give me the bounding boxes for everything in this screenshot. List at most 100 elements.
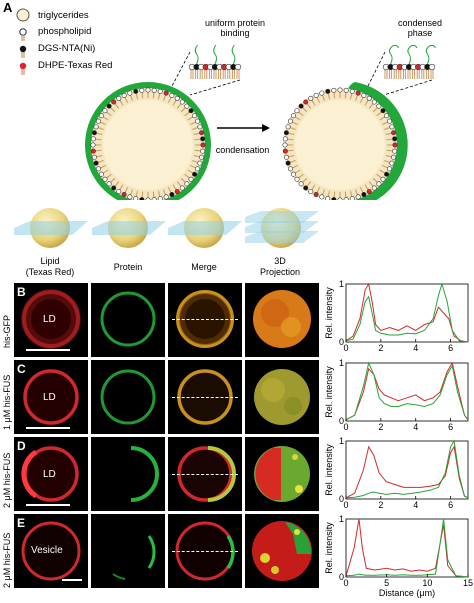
x-tick-label: 4 [413,500,418,510]
lipid-head [313,192,319,198]
line-profile-chart: 0 2 4 6 0 1 Rel. intensity [324,358,469,432]
lipid-head [184,181,190,187]
caption-line: uniform protein [204,18,266,28]
lipid-head [163,90,169,96]
col-header-lipid: Lipid (Texas Red) [14,256,86,278]
lipid-head [133,196,139,200]
x-axis-label: Distance (μm) [379,588,435,598]
lipid-head [392,136,398,142]
lipid-head [102,176,108,182]
imaging-plane-schematic [14,208,319,248]
series-line [345,282,469,343]
line-profile-marker [172,551,238,552]
row-letter-e: E [17,516,26,530]
y-tick-label: 0 [339,337,344,347]
lipid-head [298,181,304,187]
dhpe-texas-red-icon [19,62,27,75]
lipid-head [145,197,151,200]
lipid-head [179,185,185,191]
left-inset [171,44,242,96]
lipid-head [192,171,198,177]
plot-frame [345,362,469,422]
caption-line: binding [220,28,250,38]
series-line [345,518,469,578]
lipid-head [111,99,117,105]
lipid-head [380,108,386,114]
legend-label: phospholipid [38,26,92,37]
uniform-binding-caption: uniform protein binding [185,18,285,38]
image-b-lipid: B LD [14,283,88,357]
condensation-arrow [217,124,270,132]
lipid-head [200,148,206,154]
triglyceride-core [295,100,385,190]
lipid-head [384,113,390,119]
x-tick-label: 4 [413,422,418,432]
lipid-head [93,160,99,166]
lipid-head [93,124,99,130]
lipid-head [151,87,157,93]
lipid-head [392,148,398,154]
y-tick-label: 0 [339,416,344,426]
y-tick-label: 1 [339,436,344,446]
lipid-head [376,181,382,187]
lipid-heads [282,87,398,200]
right-inset [367,44,436,96]
caption-line: phase [407,28,433,38]
lipid-head [376,103,382,109]
lipid-head [387,166,393,172]
lipid-head [95,118,101,124]
image-c-lipid: C LD [14,360,88,434]
lipid-head [290,113,296,119]
left-droplet-diagram [85,82,211,200]
lipid-head [95,166,101,172]
lipid-head [90,142,96,148]
image-e-lipid: E Vesicle [14,514,88,588]
lipid-head [355,90,361,96]
lipid-head [200,142,206,148]
line-profile-chart: 0 5 10 15 0 1 Rel. intensity Distance (μm) [324,514,473,598]
lipid-head [380,176,386,182]
lipid-head [337,87,343,93]
lipid-head [121,92,127,98]
sphere-lipid [14,208,88,248]
caption-line: condensed [397,18,443,28]
ld-label: LD [43,314,56,325]
x-tick-label: 6 [448,422,453,432]
lipid-head [391,130,397,136]
sphere-protein [92,208,166,248]
image-b-merge [168,283,242,357]
lipid-head [319,90,325,96]
lipid-head [151,197,157,200]
lipid-head [91,154,97,160]
lipid-head [361,192,367,198]
line-profile-charts: 0 2 4 6 0 1 Rel. intensity 0 2 4 6 0 1 Rel. intensity… [324,280,473,598]
x-tick-label: 2 [378,343,383,353]
row-letter-d: D [17,439,26,453]
lipid-head [371,99,377,105]
lipid-head [145,87,151,93]
series-line [345,361,469,421]
lipid-head [371,185,377,191]
image-e-merge [168,514,242,588]
lipid-head [366,189,372,195]
vesicle-label: Vesicle [31,545,63,556]
lipid-head [192,113,198,119]
lipid-head [199,154,205,160]
lipid-head [197,124,203,130]
col-header-line: Lipid [40,256,60,266]
protein-chain [425,44,436,65]
dgs-nta-icon [19,45,27,58]
lipid-head [106,103,112,109]
series-line [345,282,469,343]
col-header-protein: Protein [113,262,143,272]
plot-frame [345,283,469,343]
lipid-head [179,99,185,105]
image-d-protein [91,437,165,511]
lipid-head [169,92,175,98]
protein-chain [407,44,418,65]
lipid-heads [90,87,206,200]
lipid-head [195,118,201,124]
image-c-3d [245,360,319,434]
lipid-head [127,90,133,96]
y-axis-label: Rel. intensity [324,522,334,574]
